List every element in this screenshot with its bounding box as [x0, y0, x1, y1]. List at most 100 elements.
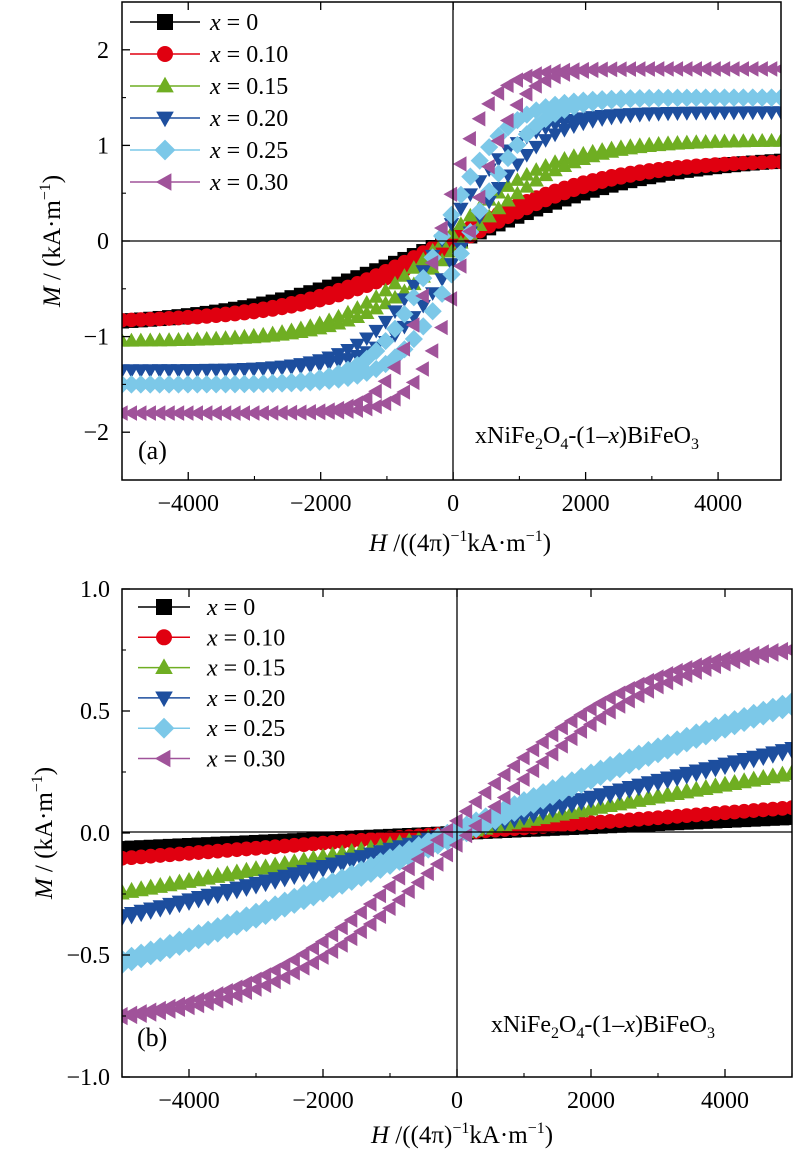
panel-b-series-4-point [572, 775, 591, 794]
panel-a-series-3-point [283, 361, 300, 376]
panel-a-series-4-point [404, 288, 423, 307]
panel-a-legend-marker [156, 76, 174, 93]
panel-a-series-4-point [197, 375, 216, 394]
panel-b-series-4-point [132, 950, 151, 969]
panel-b-series-3-point [344, 856, 360, 871]
panel-b-series-3-point [238, 883, 255, 897]
panel-a-series-4-point [207, 375, 226, 394]
panel-a-series-4-point [480, 182, 499, 201]
panel-b-series-5-point [602, 704, 616, 720]
panel-a-series-4-point [150, 375, 169, 394]
panel-a-series-5-point [594, 62, 608, 78]
panel-a-legend-item-0: x = 0 [130, 10, 258, 36]
panel-a-series-5-point [386, 391, 401, 407]
panel-b-series-5-point [123, 1008, 138, 1025]
panel-b-series-5-point [142, 1006, 157, 1022]
panel-a-series-2-point [349, 300, 366, 314]
panel-a-series-4-point [188, 375, 207, 394]
panel-b-ytick-label: −0.5 [66, 943, 110, 969]
panel-b-series-4-point [687, 730, 706, 749]
panel-b-series-3-point [679, 770, 695, 785]
panel-a-series-4-point [706, 88, 725, 107]
panel-a-series-4-point [376, 331, 395, 351]
panel-b-series-4-point [562, 779, 581, 798]
panel-a-series-4-point [395, 305, 414, 324]
panel-b-series-5-point [353, 904, 367, 920]
panel-b-ytick-label: 1.0 [80, 577, 110, 603]
panel-a-series-5-point [490, 85, 505, 101]
panel-a-series-4-point [159, 375, 179, 394]
panel-a-series-5-point [471, 111, 486, 127]
panel-a-series-3-point [330, 355, 347, 370]
panel-b-series-4-point [476, 815, 495, 835]
panel-a-series-5-point [481, 158, 495, 175]
panel-a-series-3-point [547, 128, 563, 143]
panel-b-series-5-point [420, 841, 434, 858]
panel-a-ytick-label: 1 [97, 133, 109, 159]
panel-a-series-4-point [630, 89, 649, 108]
panel-a: −4000 −2000 0 2000 4000 −2 −1 0 1 2 x = 0 x = 0.10… [37, 1, 782, 557]
panel-b-series-4-point [629, 752, 648, 771]
panel-b-series-3-point [181, 897, 197, 911]
panel-a-series-5-point [396, 384, 411, 400]
panel-b-series-5-point [133, 1007, 147, 1023]
panel-b-series-2-point [122, 885, 130, 900]
panel-a-series-5-point [226, 405, 241, 421]
panel-a-series-2-point [406, 260, 422, 274]
panel-a-series-5-point [744, 61, 759, 77]
panel-a-series-5-point [443, 186, 458, 202]
panel-a-xtick-label: 4000 [694, 491, 742, 517]
panel-b-legend-marker [155, 658, 173, 674]
panel-b-y-axis-label: M / (kA·m−1) [29, 767, 58, 900]
panel-a-series-2-point [462, 207, 479, 222]
panel-b-series-5-point [324, 927, 339, 943]
panel-b-series-5-point [429, 856, 444, 872]
panel-b-series-3-point [640, 780, 657, 794]
panel-b-ytick-label: 0.0 [80, 821, 110, 847]
panel-a-series-4-point [451, 244, 471, 263]
panel-a-series-4-point [724, 88, 744, 107]
panel-a-series-4-point [668, 88, 687, 108]
panel-b-series-5-point [353, 923, 367, 940]
panel-b-series-5-point [515, 749, 530, 766]
panel-b-series-4-point [735, 713, 754, 732]
panel-a-series-3-point [359, 332, 375, 347]
panel-a-series-5-point [462, 223, 476, 240]
panel-a-xtick-label: 2000 [562, 491, 610, 517]
panel-a-series-5-point [688, 61, 702, 77]
panel-a-series-5-point [612, 61, 627, 78]
panel-a-series-3-point [293, 361, 309, 375]
panel-b-series-5-point [755, 648, 769, 664]
panel-a-series-5-point [565, 64, 580, 81]
panel-a-series-2-point [359, 305, 375, 319]
panel-a-series-4-point [442, 265, 461, 284]
panel-b-series-5-point [401, 883, 415, 900]
panel-a-series-4-point [178, 375, 197, 394]
panel-b-series-5-point [640, 672, 655, 689]
panel-a-series-5-point [321, 404, 335, 420]
panel-b-series-5-point [257, 967, 272, 983]
panel-a-series-5-point [405, 317, 420, 333]
panel-b-series-5-point [621, 681, 635, 697]
panel-b-xtick-label: −4000 [158, 1088, 220, 1114]
panel-a-series-5-point [631, 61, 646, 77]
panel-a-series-5-point [547, 68, 561, 85]
panel-a-series-2-point [396, 268, 413, 282]
panel-a-series-2-point [500, 178, 516, 192]
panel-b-series-3-point [554, 802, 570, 816]
panel-b-legend-label: x = 0.10 [206, 625, 285, 651]
panel-b-xtick-label: 2000 [567, 1088, 615, 1114]
panel-a-series-5-point [415, 288, 429, 304]
panel-b-series-3-point [669, 773, 685, 787]
panel-b-series-5-point [247, 971, 262, 988]
panel-a-series-4-point [414, 268, 433, 288]
panel-a-legend-marker [155, 173, 172, 191]
panel-a-series-4-point [480, 138, 499, 157]
panel-a-series-5-point [754, 61, 768, 77]
panel-a-data-layer [122, 61, 781, 421]
panel-b-series-5-point [515, 771, 530, 787]
panel-a-series-2-point [537, 167, 554, 182]
panel-b-series-3-point [631, 782, 647, 797]
panel-a-series-5-point [255, 405, 269, 421]
